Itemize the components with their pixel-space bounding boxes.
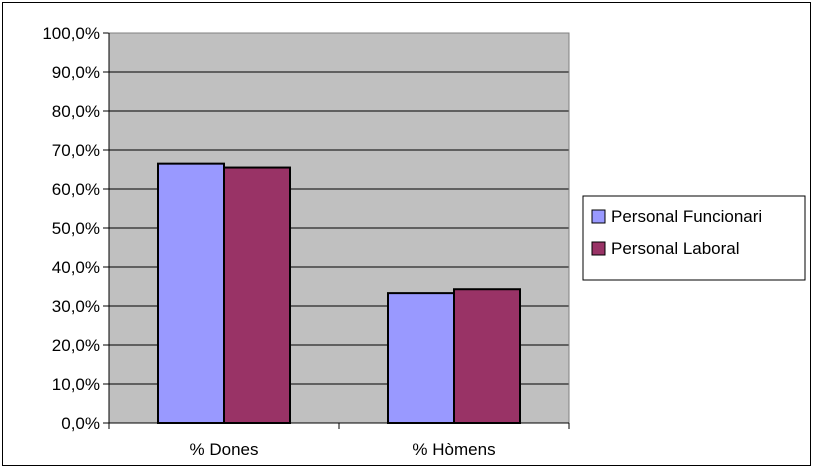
legend-box	[582, 195, 806, 281]
bar	[453, 288, 521, 425]
legend-label: Personal Funcionari	[611, 207, 762, 226]
bar-chart: 0,0% 10,0% 20,0% 30,0% 40,0% 50,0% 60,0% 70,0% 8…	[42, 24, 806, 459]
bar	[387, 292, 455, 424]
legend: Personal Funcionari Personal Laboral	[582, 195, 806, 281]
y-tick-label: 60,0%	[52, 180, 100, 199]
y-tick-label: 80,0%	[52, 102, 100, 121]
y-tick-label: 100,0%	[42, 24, 100, 43]
chart-frame: 0,0% 10,0% 20,0% 30,0% 40,0% 50,0% 60,0% 70,0% 8…	[2, 2, 811, 466]
legend-swatch	[591, 209, 606, 224]
y-tick-label: 10,0%	[52, 375, 100, 394]
y-tick-label: 50,0%	[52, 219, 100, 238]
bar	[223, 166, 291, 424]
legend-swatch	[591, 241, 606, 256]
y-tick-label: 70,0%	[52, 141, 100, 160]
legend-label: Personal Laboral	[611, 239, 740, 258]
y-tick-label: 90,0%	[52, 63, 100, 82]
y-tick-label: 30,0%	[52, 297, 100, 316]
x-tick-label: % Dones	[190, 440, 259, 459]
y-tick-label: 0,0%	[61, 414, 100, 433]
plot-area: 0,0% 10,0% 20,0% 30,0% 40,0% 50,0% 60,0% 70,0% 8…	[42, 24, 570, 459]
x-tick-label: % Hòmens	[412, 440, 495, 459]
y-tick-label: 40,0%	[52, 258, 100, 277]
y-tick-label: 20,0%	[52, 336, 100, 355]
bar	[157, 162, 225, 424]
